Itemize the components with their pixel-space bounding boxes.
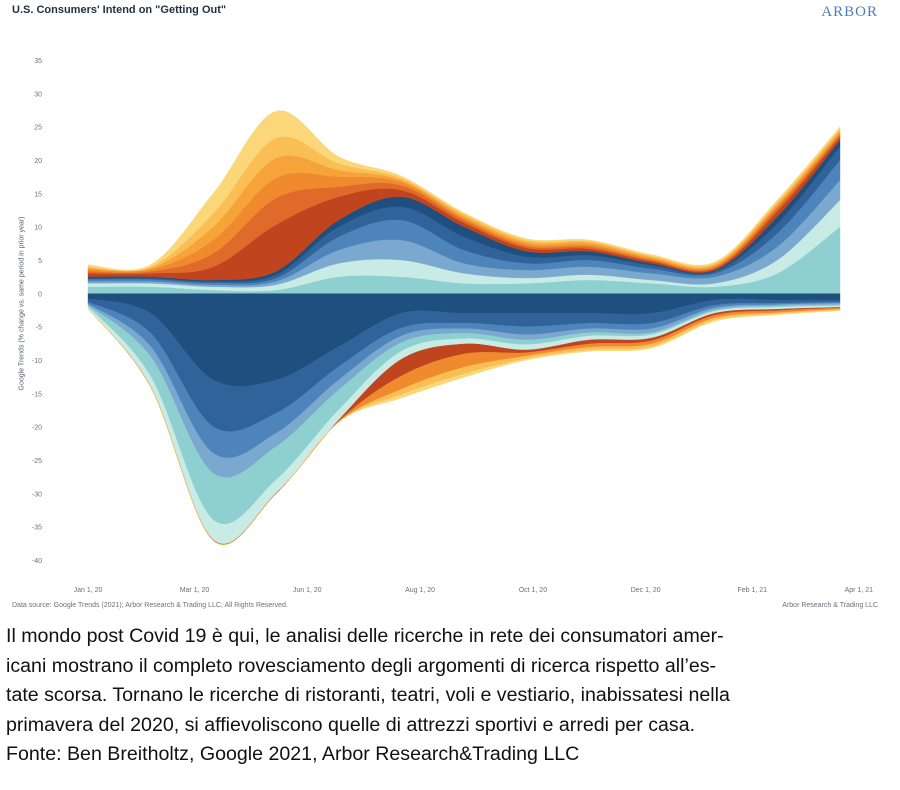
- y-tick-label: 15: [34, 191, 42, 198]
- y-tick-label: -25: [32, 458, 42, 465]
- x-tick-label: Jun 1, 20: [293, 587, 322, 594]
- y-tick-label: 25: [34, 125, 42, 132]
- x-tick-label: Apr 1, 21: [845, 587, 874, 594]
- x-tick-label: Aug 1, 20: [405, 587, 435, 594]
- chart-title: U.S. Consumers' Intend on "Getting Out": [12, 4, 227, 16]
- y-tick-label: -30: [32, 491, 42, 498]
- x-tick-label: Dec 1, 20: [631, 587, 661, 594]
- y-tick-label: 5: [38, 258, 42, 265]
- caption-line: Fonte: Ben Breitholtz, Google 2021, Arbo…: [6, 743, 580, 765]
- y-tick-label: -10: [32, 358, 42, 365]
- y-tick-label: -40: [32, 558, 42, 565]
- chart-source: Data source: Google Trends (2021); Arbor…: [12, 602, 288, 609]
- y-tick-label: -20: [32, 425, 42, 432]
- caption: Il mondo post Covid 19 è qui, le analisi…: [6, 622, 892, 770]
- brand-logo: ARBOR: [821, 4, 878, 20]
- y-tick-label: 35: [34, 58, 42, 65]
- y-tick-label: 30: [34, 91, 42, 98]
- caption-line: Il mondo post Covid 19 è qui, le analisi…: [6, 625, 724, 647]
- series-band: [87, 110, 841, 271]
- y-tick-label: 0: [38, 291, 42, 298]
- x-tick-label: Jan 1, 20: [74, 587, 103, 594]
- y-tick-label: -35: [32, 525, 42, 532]
- series-band: [87, 308, 841, 545]
- x-tick-label: Feb 1, 21: [738, 587, 768, 594]
- caption-line: icani mostrano il completo rovesciamento…: [6, 654, 717, 677]
- caption-line: tate scorsa. Tornano le ricerche di rist…: [6, 684, 730, 706]
- y-tick-label: 20: [34, 158, 42, 165]
- x-tick-label: Mar 1, 20: [180, 587, 210, 594]
- y-tick-label: -15: [32, 391, 42, 398]
- chart-figure: U.S. Consumers' Intend on "Getting Out" …: [12, 4, 878, 609]
- streamgraph-chart: 35 30 25 20 15 10 5 0 -5 -10 -15 -20 -25 -30 -35 -40 Jan…: [32, 58, 874, 594]
- y-tick-label: 10: [34, 225, 42, 232]
- y-tick-label: -5: [36, 325, 42, 332]
- chart-note: Arbor Research & Trading LLC: [782, 602, 878, 609]
- x-tick-label: Oct 1, 20: [519, 587, 548, 594]
- caption-line: primavera del 2020, si affievoliscono qu…: [6, 713, 696, 736]
